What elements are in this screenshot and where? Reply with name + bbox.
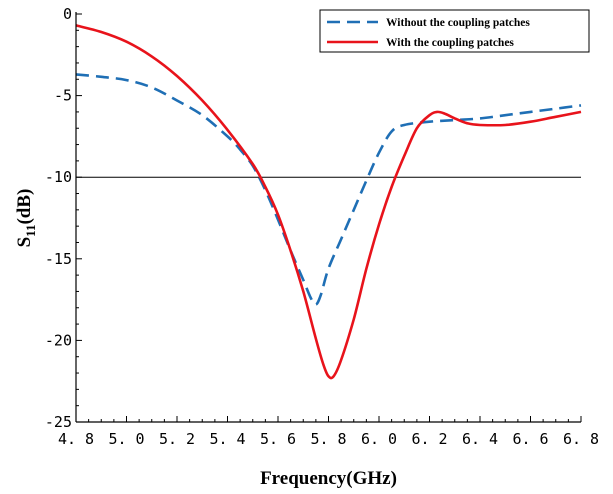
x-tick-label: 6. 0 xyxy=(361,430,397,448)
x-tick-label: 6. 4 xyxy=(462,430,498,448)
y-axis-title-main: S xyxy=(14,237,35,248)
y-tick-label: -20 xyxy=(45,331,72,349)
y-tick-label: -5 xyxy=(54,87,72,105)
x-tick-label: 5. 4 xyxy=(209,430,245,448)
x-tick-label: 6. 8 xyxy=(563,430,599,448)
series-layer xyxy=(75,24,582,380)
x-axis-title: Frequency(GHz) xyxy=(260,468,397,489)
x-tick-label: 5. 8 xyxy=(310,430,346,448)
x-tick-label: 4. 8 xyxy=(58,430,94,448)
y-tick-label: -15 xyxy=(45,250,72,268)
x-tick-label: 5. 0 xyxy=(108,430,144,448)
legend-box xyxy=(319,9,590,53)
x-tick-label: 5. 2 xyxy=(159,430,195,448)
legend-label-without-patches: Without the coupling patches xyxy=(386,17,530,29)
y-tick-label: -25 xyxy=(45,413,72,431)
series-line-with-patches xyxy=(75,24,582,380)
y-tick-label: -10 xyxy=(45,168,72,186)
axes: 0 -5 -10 -15 -20 -254. 8 5. 0 5. 2 5. 4 5. 6 5. 8 6… xyxy=(45,5,599,448)
y-tick-label: 0 xyxy=(63,5,72,23)
x-tick-label: 5. 6 xyxy=(260,430,296,448)
y-axis-title: S11(dB) xyxy=(14,189,38,248)
y-axis-title-subscript: 11 xyxy=(23,225,38,237)
x-tick-label: 6. 6 xyxy=(512,430,548,448)
legend-label-with-patches: With the coupling patches xyxy=(386,37,514,49)
series-line-without-patches xyxy=(75,73,582,306)
legend: Without the coupling patches With the co… xyxy=(319,9,590,53)
x-tick-label: 6. 2 xyxy=(411,430,447,448)
y-axis-title-unit: (dB) xyxy=(14,189,35,225)
